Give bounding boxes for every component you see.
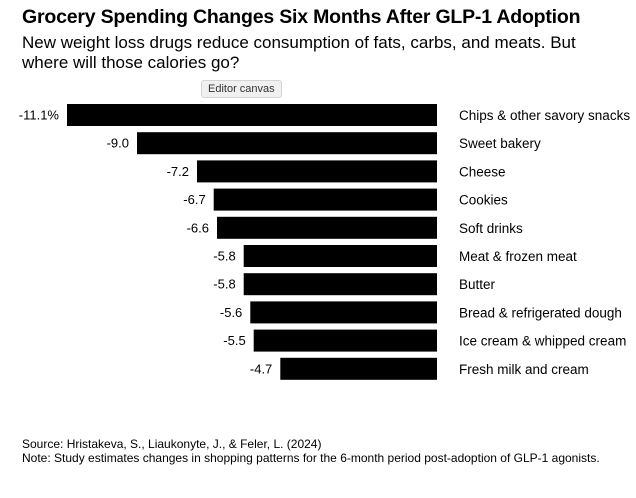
bars-layer: -11.1% Chips & other savory snacks -9.0 Swe…: [19, 104, 630, 380]
footer: Source: Hristakeva, S., Liaukonyte, J., …: [22, 437, 622, 465]
category-label: Sweet bakery: [459, 136, 541, 151]
bar: [250, 301, 437, 324]
category-label: Bread & refrigerated dough: [459, 305, 622, 320]
value-label: -5.8: [213, 277, 235, 292]
bar: [280, 357, 437, 380]
editor-canvas-tooltip: Editor canvas: [201, 80, 282, 98]
category-label: Soft drinks: [459, 221, 523, 236]
category-label: Cookies: [459, 193, 508, 208]
category-label: Cheese: [459, 164, 506, 179]
value-label: -6.6: [187, 220, 209, 235]
category-label: Meat & frozen meat: [459, 249, 577, 264]
value-label: -9.0: [107, 136, 129, 151]
bar: [217, 216, 437, 239]
value-label: -7.2: [167, 164, 189, 179]
category-label: Butter: [459, 277, 496, 292]
value-label: -4.7: [250, 361, 272, 376]
bar: [243, 273, 437, 296]
category-label: Ice cream & whipped cream: [459, 334, 626, 349]
chart-title: Grocery Spending Changes Six Months Afte…: [22, 6, 581, 28]
chart-subtitle: New weight loss drugs reduce consumption…: [22, 33, 576, 72]
value-label: -6.7: [183, 192, 205, 207]
value-label: -5.5: [223, 333, 245, 348]
source-note: Source: Hristakeva, S., Liaukonyte, J., …: [22, 437, 322, 451]
value-label: -5.6: [220, 305, 242, 320]
category-label: Chips & other savory snacks: [459, 108, 630, 123]
category-label: Fresh milk and cream: [459, 362, 589, 377]
bar: [137, 132, 437, 155]
methodology-note: Note: Study estimates changes in shoppin…: [22, 450, 600, 465]
bar: [197, 160, 437, 183]
value-label: -5.8: [213, 249, 235, 264]
bar: [213, 188, 437, 211]
bar: [253, 329, 437, 352]
bar: [67, 104, 437, 126]
bar: [243, 245, 437, 267]
value-label: -11.1%: [19, 108, 60, 123]
